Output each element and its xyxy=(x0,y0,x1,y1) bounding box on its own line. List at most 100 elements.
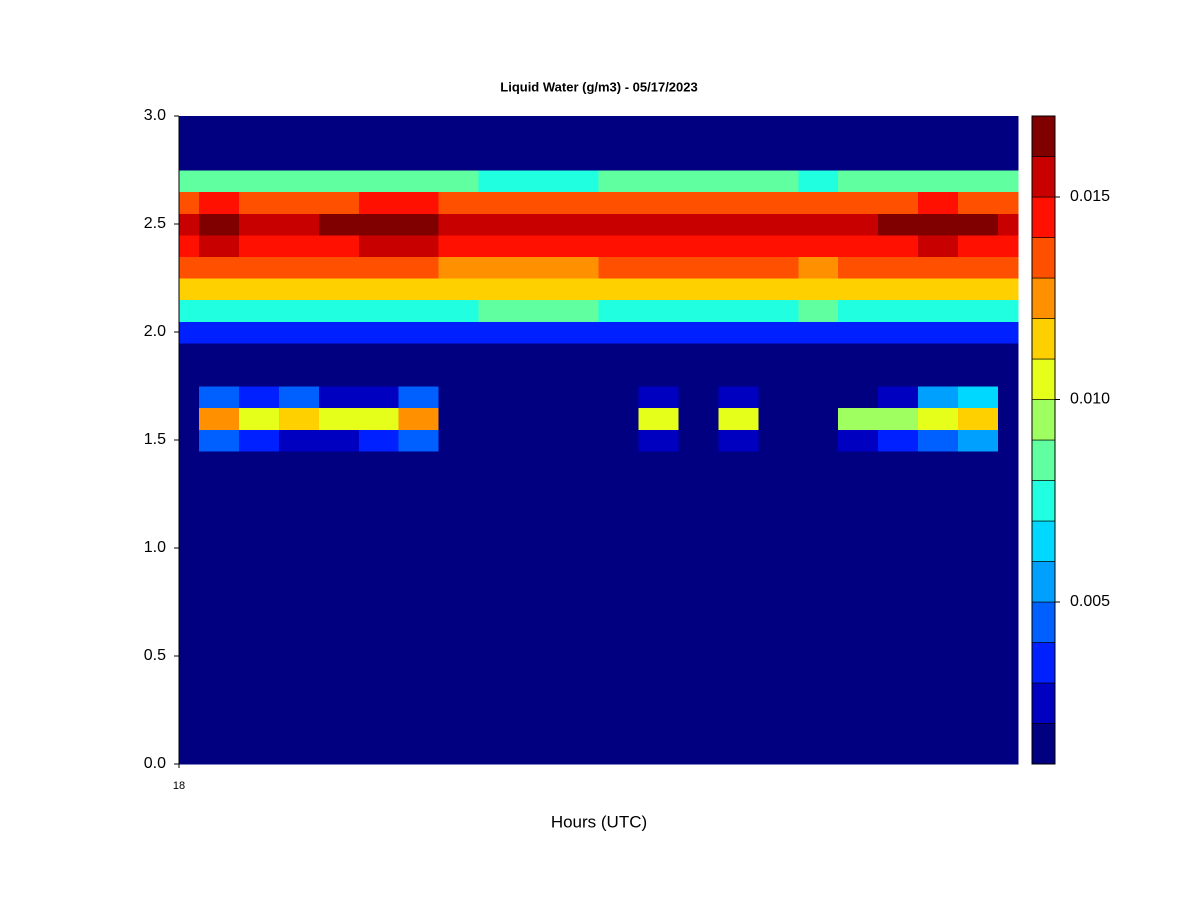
contour-cell xyxy=(179,450,200,506)
contour-cell xyxy=(318,278,360,301)
contour-cell xyxy=(478,342,520,365)
contour-cell xyxy=(758,116,799,128)
contour-cell xyxy=(438,234,480,257)
contour-field xyxy=(179,116,1019,765)
contour-cell xyxy=(558,148,600,171)
contour-cell xyxy=(918,213,959,236)
contour-cell xyxy=(518,170,560,193)
contour-cell xyxy=(838,256,879,279)
contour-cell xyxy=(438,450,480,506)
contour-cell xyxy=(179,126,200,149)
contour-cell xyxy=(478,710,520,765)
contour-cell xyxy=(798,364,839,387)
contour-cell xyxy=(198,321,240,344)
contour-cell xyxy=(838,342,879,365)
contour-cell xyxy=(918,429,959,452)
contour-cell xyxy=(798,504,839,603)
contour-cell xyxy=(398,170,440,193)
contour-cell xyxy=(478,278,520,301)
contour-cell xyxy=(318,407,360,430)
contour-cell xyxy=(918,191,959,214)
contour-cell xyxy=(478,256,520,279)
x-tick-label: 18 xyxy=(173,780,185,792)
contour-cell xyxy=(718,170,759,193)
contour-cell xyxy=(278,256,320,279)
contour-cell xyxy=(878,321,919,344)
contour-cell xyxy=(638,116,680,128)
contour-cell xyxy=(438,148,480,171)
contour-cell xyxy=(878,504,919,603)
contour-cell xyxy=(758,126,799,149)
contour-cell xyxy=(998,364,1019,387)
contour-cell xyxy=(179,407,200,430)
contour-cell xyxy=(518,407,560,430)
contour-cell xyxy=(798,126,839,149)
contour-cell xyxy=(838,450,879,506)
contour-cell xyxy=(718,429,759,452)
contour-cell xyxy=(878,710,919,765)
contour-cell xyxy=(838,429,879,452)
contour-cell xyxy=(878,116,919,128)
contour-cell xyxy=(438,278,480,301)
contour-cell xyxy=(958,170,999,193)
contour-cell xyxy=(758,342,799,365)
contour-cell xyxy=(179,234,200,257)
colorbar-segment xyxy=(1031,520,1056,562)
contour-cell xyxy=(478,450,520,506)
contour-cell xyxy=(478,116,520,128)
contour-cell xyxy=(758,256,799,279)
contour-cell xyxy=(718,299,759,322)
contour-cell xyxy=(638,429,680,452)
contour-cell xyxy=(278,602,320,711)
contour-cell xyxy=(318,191,360,214)
contour-cell xyxy=(718,450,759,506)
contour-cell xyxy=(638,234,680,257)
contour-cell xyxy=(358,116,400,128)
contour-cell xyxy=(518,342,560,365)
contour-cell xyxy=(998,710,1019,765)
contour-cell xyxy=(438,170,480,193)
contour-cell xyxy=(478,299,520,322)
contour-cell xyxy=(198,191,240,214)
contour-cell xyxy=(678,386,719,409)
contour-cell xyxy=(179,191,200,214)
contour-cell xyxy=(179,602,200,711)
contour-cell xyxy=(558,170,600,193)
contour-cell xyxy=(638,213,680,236)
contour-cell xyxy=(918,342,959,365)
contour-cell xyxy=(398,504,440,603)
contour-cell xyxy=(598,364,640,387)
contour-cell xyxy=(878,386,919,409)
contour-cell xyxy=(438,710,480,765)
contour-cell xyxy=(558,191,600,214)
contour-cell xyxy=(918,386,959,409)
contour-cell xyxy=(838,126,879,149)
contour-cell xyxy=(598,321,640,344)
contour-cell xyxy=(758,450,799,506)
contour-cell xyxy=(558,213,600,236)
contour-cell xyxy=(278,321,320,344)
contour-cell xyxy=(558,710,600,765)
contour-cell xyxy=(798,710,839,765)
contour-cell xyxy=(198,602,240,711)
contour-cell xyxy=(398,407,440,430)
contour-cell xyxy=(238,450,280,506)
contour-cell xyxy=(758,407,799,430)
contour-cell xyxy=(238,429,280,452)
colorbar-segment xyxy=(1031,642,1056,684)
contour-cell xyxy=(958,148,999,171)
contour-cell xyxy=(678,450,719,506)
contour-cell xyxy=(278,213,320,236)
contour-cell xyxy=(198,116,240,128)
contour-cell xyxy=(838,148,879,171)
contour-cell xyxy=(678,602,719,711)
contour-cell xyxy=(598,429,640,452)
contour-cell xyxy=(718,148,759,171)
colorbar: 0.005 0.010 0.015 xyxy=(1031,115,1110,765)
contour-cell xyxy=(398,602,440,711)
contour-cell xyxy=(638,710,680,765)
contour-cell xyxy=(478,386,520,409)
contour-cell xyxy=(198,364,240,387)
contour-cell xyxy=(958,504,999,603)
